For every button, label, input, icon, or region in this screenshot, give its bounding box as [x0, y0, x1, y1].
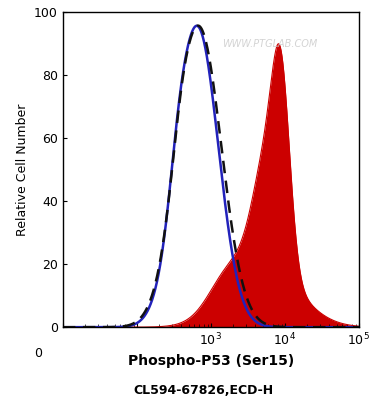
Y-axis label: Relative Cell Number: Relative Cell Number	[16, 103, 28, 236]
Text: 0: 0	[34, 347, 42, 360]
Text: CL594-67826,ECD-H: CL594-67826,ECD-H	[134, 384, 273, 397]
Text: WWW.PTGLAB.COM: WWW.PTGLAB.COM	[222, 39, 318, 49]
X-axis label: Phospho-P53 (Ser15): Phospho-P53 (Ser15)	[128, 354, 294, 368]
